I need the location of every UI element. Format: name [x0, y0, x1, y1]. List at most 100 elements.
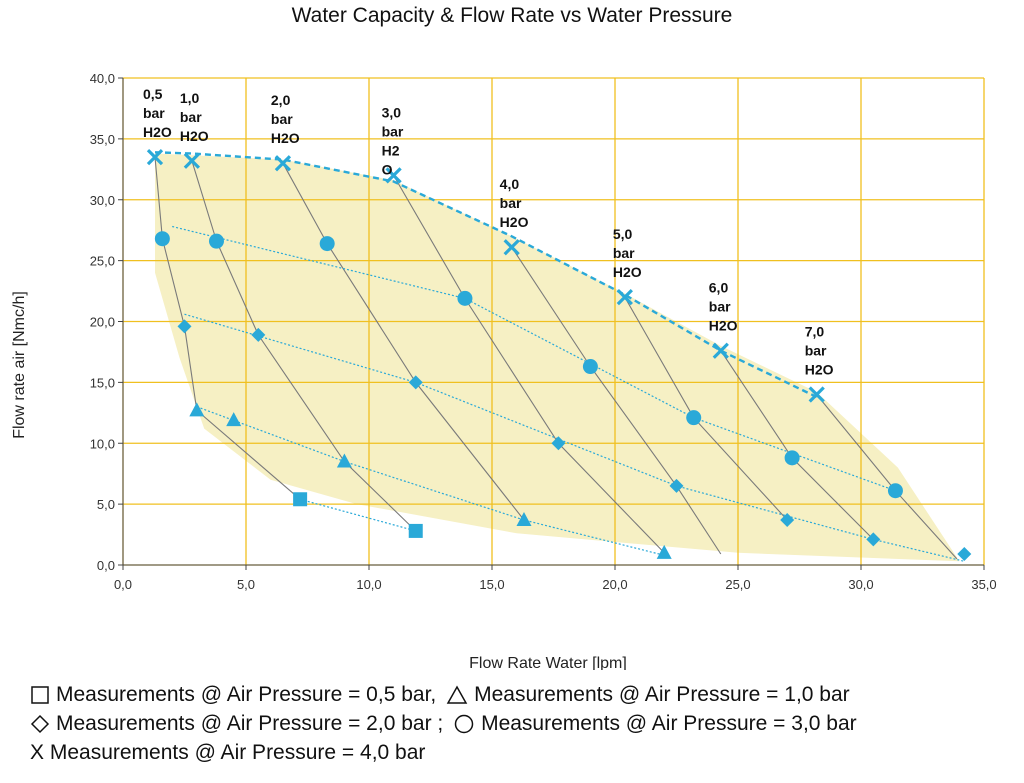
data-point-triangle — [336, 453, 352, 468]
pressure-label-line: H2O — [805, 362, 834, 378]
pressure-label-line: H2O — [143, 124, 172, 140]
chart-title: Water Capacity & Flow Rate vs Water Pres… — [291, 4, 733, 27]
pressure-label-line: bar — [271, 111, 293, 127]
y-tick-label: 25,0 — [90, 254, 115, 269]
pressure-label-line: H2O — [709, 318, 738, 334]
data-point-diamond — [177, 319, 192, 334]
pressure-label-line: bar — [613, 245, 635, 261]
pressure-label: 7,0 bar H2O — [805, 324, 834, 378]
diamond-icon — [30, 715, 50, 734]
pressure-label: 4,0 bar H2O — [500, 176, 529, 230]
circle-icon — [454, 715, 474, 734]
y-tick-label: 15,0 — [90, 375, 115, 390]
y-tick-label: 30,0 — [90, 193, 115, 208]
legend-item-3-0-bar: Measurements @ Air Pressure = 3,0 bar — [481, 712, 857, 735]
data-point-triangle — [226, 412, 242, 427]
x-tick-label: 25,0 — [725, 577, 750, 592]
pressure-label-line: H2O — [500, 214, 529, 230]
pressure-label-line: 4,0 — [500, 176, 520, 192]
y-tick-label: 40,0 — [90, 71, 115, 86]
pressure-label-line: bar — [805, 343, 827, 359]
data-point-circle — [154, 231, 170, 247]
y-tick-label: 5,0 — [97, 497, 115, 512]
legend-item-4-0-bar: X Measurements @ Air Pressure = 4,0 bar — [30, 741, 426, 764]
legend-item-2-0-bar: Measurements @ Air Pressure = 2,0 bar ; — [56, 712, 444, 735]
legend-item-0-5-bar: Measurements @ Air Pressure = 0,5 bar, — [56, 683, 437, 706]
y-tick-label: 20,0 — [90, 315, 115, 330]
pressure-label-line: 2,0 — [271, 92, 291, 108]
pressure-label-line: 1,0 — [180, 90, 200, 106]
pressure-label: 1,0 bar H2O — [180, 90, 209, 144]
data-point-x — [503, 239, 520, 256]
data-point-x — [712, 342, 729, 359]
triangle-icon — [446, 685, 468, 705]
data-point-diamond — [251, 327, 266, 342]
data-point-diamond — [408, 375, 423, 390]
legend-row: Measurements @ Air Pressure = 2,0 bar ; … — [30, 709, 857, 738]
pressure-label-line: 3,0 — [382, 104, 402, 120]
y-tick-label: 10,0 — [90, 436, 115, 451]
data-point-x — [146, 149, 164, 166]
pressure-label-line: bar — [382, 123, 404, 139]
pressure-label-line: 5,0 — [613, 226, 633, 242]
data-point-x — [616, 289, 633, 306]
chart-plot: Flow Rate Water [lpm] Flow rate air [Nmc… — [11, 71, 997, 670]
pressure-label-line: H2O — [613, 264, 642, 280]
data-point-square — [293, 492, 308, 507]
x-tick-label: 10,0 — [356, 577, 381, 592]
data-point-square — [408, 523, 423, 538]
pressure-label-line: 0,5 — [143, 86, 163, 102]
data-point-circle — [582, 359, 598, 375]
pressure-line — [282, 162, 525, 521]
pressure-label: 2,0 bar H2O — [271, 92, 300, 146]
pressure-label-line: H2O — [271, 130, 300, 146]
data-point-diamond — [551, 436, 566, 451]
pressure-label-line: O — [382, 161, 393, 177]
data-point-triangle — [189, 402, 205, 417]
data-point-triangle — [516, 511, 532, 526]
x-tick-label: 5,0 — [237, 577, 255, 592]
data-point-circle — [686, 410, 702, 426]
x-tick-label: 35,0 — [971, 577, 996, 592]
data-point-x — [808, 386, 825, 403]
data-point-circle — [457, 290, 473, 306]
pressure-label-line: H2O — [180, 128, 209, 144]
pressure-label-line: bar — [500, 195, 522, 211]
data-point-diamond — [866, 532, 881, 547]
x-tick-label: 0,0 — [114, 577, 132, 592]
data-point-x — [183, 152, 201, 169]
data-point-circle — [208, 233, 224, 249]
data-point-diamond — [669, 478, 684, 493]
data-point-diamond — [780, 512, 795, 527]
data-point-diamond — [957, 547, 972, 562]
pressure-line — [393, 175, 665, 554]
data-point-circle — [784, 450, 800, 466]
data-point-x — [274, 155, 292, 172]
x-tick-label: 30,0 — [848, 577, 873, 592]
pressure-line — [511, 246, 722, 555]
y-tick-label: 35,0 — [90, 132, 115, 147]
pressure-label-line: bar — [180, 109, 202, 125]
pressure-label-line: H2 — [382, 142, 400, 158]
x-axis-label: Flow Rate Water [lpm] — [469, 655, 627, 670]
x-tick-label: 20,0 — [602, 577, 627, 592]
legend-item-1-0-bar: Measurements @ Air Pressure = 1,0 bar — [474, 683, 850, 706]
pressure-label-line: bar — [709, 299, 731, 315]
envelope-line — [154, 151, 818, 399]
pressure-label-line: bar — [143, 105, 165, 121]
pressure-label: 5,0 bar H2O — [613, 226, 642, 280]
data-point-circle — [887, 483, 903, 499]
legend: Measurements @ Air Pressure = 0,5 bar, M… — [30, 680, 857, 767]
legend-row: X Measurements @ Air Pressure = 4,0 bar — [30, 738, 857, 767]
data-point-triangle — [656, 544, 672, 559]
y-axis-label: Flow rate air [Nmc/h] — [11, 291, 28, 439]
data-point-circle — [319, 236, 335, 252]
y-tick-label: 0,0 — [97, 558, 115, 573]
operating-region — [155, 153, 960, 562]
pressure-label-line: 7,0 — [805, 324, 825, 340]
pressure-label: 3,0 bar H2 O — [382, 104, 404, 177]
data-point-x — [385, 167, 402, 184]
legend-row: Measurements @ Air Pressure = 0,5 bar, M… — [30, 680, 857, 709]
square-icon — [31, 686, 49, 705]
x-tick-label: 15,0 — [479, 577, 504, 592]
